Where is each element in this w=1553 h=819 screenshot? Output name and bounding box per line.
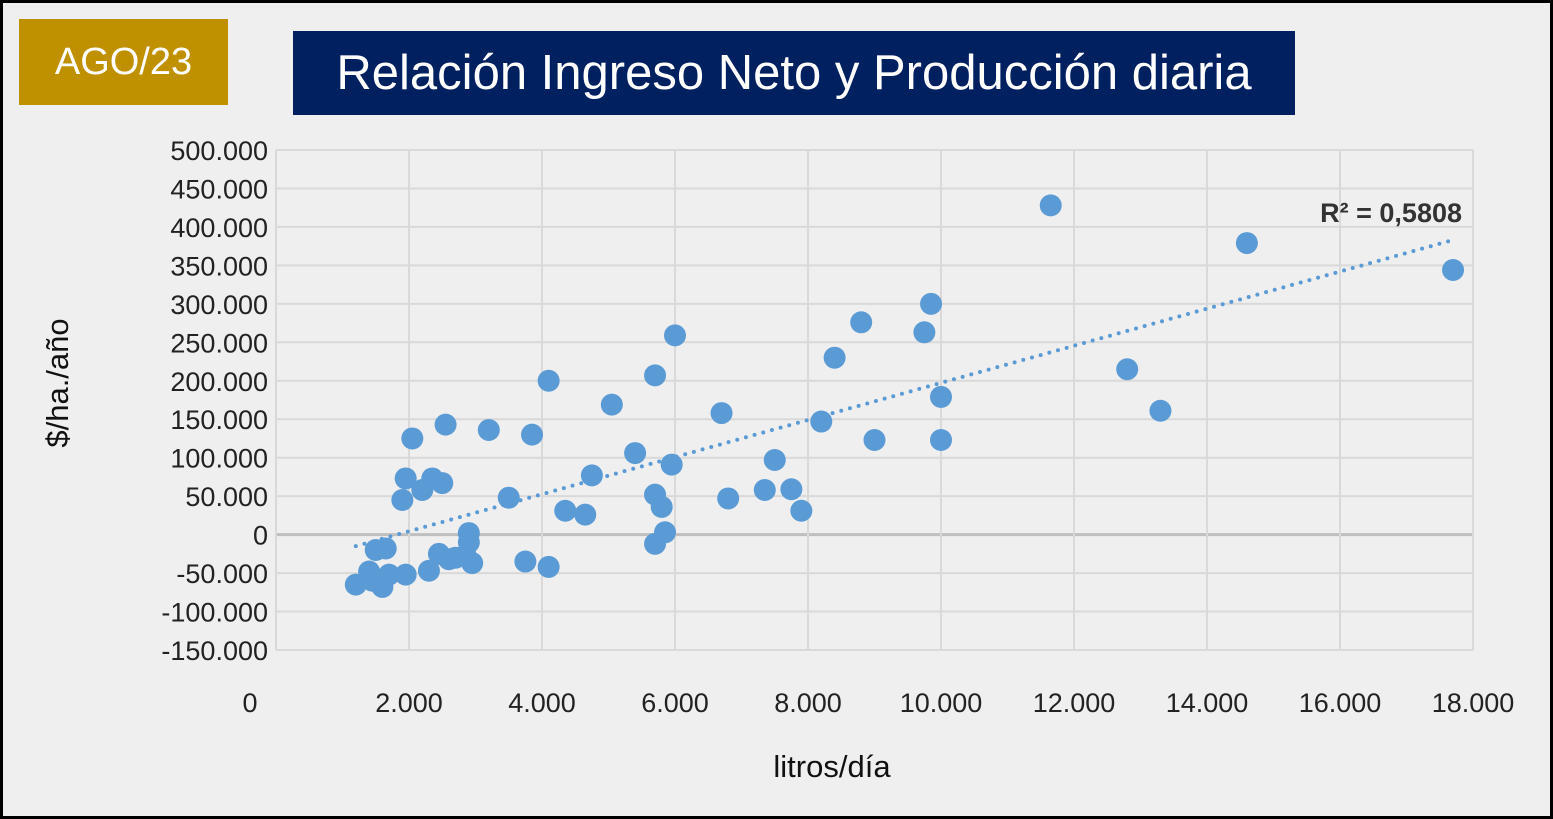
x-tick-label: 18.000 xyxy=(1432,688,1515,718)
y-tick-label: 50.000 xyxy=(185,482,268,512)
x-axis-title: litros/día xyxy=(773,749,891,784)
y-tick-label: -100.000 xyxy=(161,598,268,628)
data-point xyxy=(434,413,457,436)
data-point xyxy=(417,559,440,582)
data-point xyxy=(863,429,886,451)
data-point xyxy=(790,499,813,522)
data-point xyxy=(1442,259,1465,281)
data-point xyxy=(554,499,577,522)
data-point xyxy=(537,555,560,578)
data-point xyxy=(514,550,537,573)
x-tick-label: 4.000 xyxy=(508,688,576,718)
data-point xyxy=(850,311,873,334)
data-point xyxy=(1149,399,1172,422)
data-point xyxy=(378,563,401,586)
period-badge: AGO/23 xyxy=(19,19,228,105)
trendline-path xyxy=(353,238,1456,549)
data-point xyxy=(477,419,500,441)
data-point xyxy=(644,364,667,387)
tick-labels: 500.000 450.000 400.000 350.000 300.000 250.0… xyxy=(161,136,1514,718)
y-tick-label: 0 xyxy=(253,521,268,551)
data-point xyxy=(930,429,952,451)
data-point xyxy=(521,423,544,446)
x-tick-label: 0 xyxy=(242,688,257,718)
data-point xyxy=(394,563,417,586)
data-point xyxy=(431,472,454,495)
x-tick-label: 2.000 xyxy=(375,688,443,718)
x-tick-label: 16.000 xyxy=(1299,688,1382,718)
y-tick-label: 150.000 xyxy=(170,405,268,435)
y-tick-label: 300.000 xyxy=(170,290,268,320)
data-point xyxy=(1235,232,1258,255)
trendline xyxy=(353,238,1456,549)
data-point xyxy=(664,324,686,347)
data-point xyxy=(913,321,936,344)
data-point xyxy=(930,385,952,408)
data-point xyxy=(810,410,833,433)
data-point xyxy=(461,552,484,575)
y-tick-label: 100.000 xyxy=(170,444,268,474)
x-tick-label: 8.000 xyxy=(774,688,842,718)
x-tick-label: 6.000 xyxy=(641,688,709,718)
y-tick-label: 350.000 xyxy=(170,251,268,281)
y-tick-label: 200.000 xyxy=(170,367,268,397)
r-squared-label: R² = 0,5808 xyxy=(1320,198,1462,228)
data-point xyxy=(580,464,603,487)
y-tick-label: 500.000 xyxy=(170,136,268,166)
data-point xyxy=(763,449,786,471)
data-point xyxy=(1039,194,1062,217)
y-axis-title: $/ha./año xyxy=(40,318,75,447)
data-point xyxy=(710,402,733,425)
data-point xyxy=(401,427,424,450)
data-point xyxy=(537,369,560,392)
data-point xyxy=(823,346,846,369)
data-point xyxy=(650,495,673,518)
chart-title: Relación Ingreso Neto y Producción diari… xyxy=(293,31,1295,115)
data-point xyxy=(920,292,943,315)
data-point xyxy=(574,503,597,526)
x-tick-label: 14.000 xyxy=(1166,688,1249,718)
y-tick-label: -50.000 xyxy=(176,559,268,589)
x-tick-label: 12.000 xyxy=(1033,688,1116,718)
data-point xyxy=(1116,358,1139,381)
data-point xyxy=(660,453,683,476)
x-tick-label: 10.000 xyxy=(900,688,983,718)
data-point xyxy=(717,487,740,510)
y-tick-label: -150.000 xyxy=(161,636,268,666)
data-point xyxy=(374,537,397,560)
data-points xyxy=(344,194,1465,598)
y-tick-label: 250.000 xyxy=(170,328,268,358)
data-point xyxy=(497,486,520,509)
data-point xyxy=(600,393,623,416)
data-point xyxy=(391,489,414,511)
data-point xyxy=(394,467,417,490)
data-point xyxy=(457,522,480,545)
y-tick-label: 450.000 xyxy=(170,174,268,204)
y-tick-label: 400.000 xyxy=(170,213,268,243)
data-point xyxy=(780,478,803,501)
data-point xyxy=(624,442,647,465)
data-point xyxy=(753,479,776,501)
data-point xyxy=(654,521,677,544)
grid-lines xyxy=(275,149,1474,651)
